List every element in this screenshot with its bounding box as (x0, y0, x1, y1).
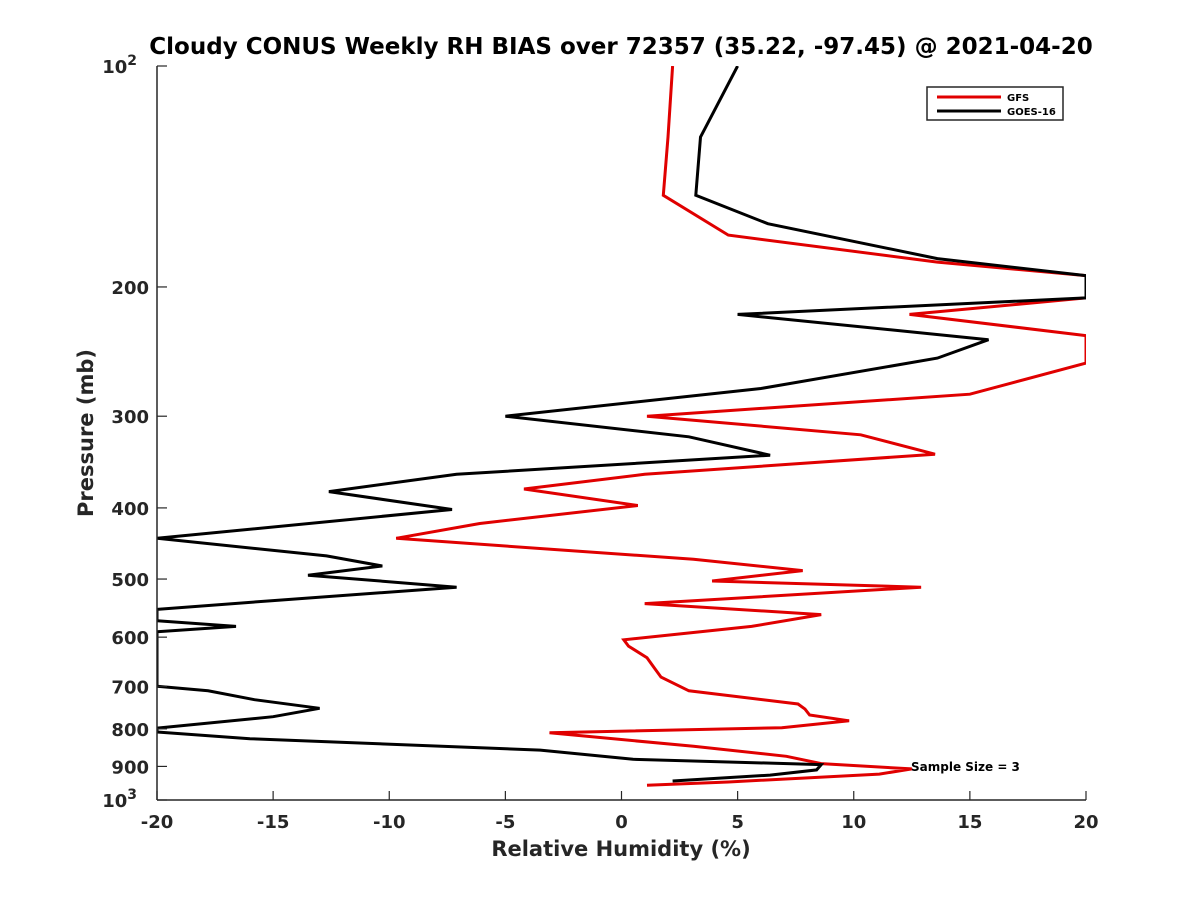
plot-background (157, 66, 1086, 800)
chart-title: Cloudy CONUS Weekly RH BIAS over 72357 (… (149, 34, 1092, 60)
x-tick-label: -20 (141, 812, 174, 833)
y-tick-label: 300 (111, 407, 149, 428)
ticks: -20 -15 -10 -5 0 5 10 15 20 102 200 300 400 500 600 700… (102, 53, 1098, 833)
x-tick-label: -10 (373, 812, 406, 833)
y-tick-label: 200 (111, 278, 149, 299)
x-tick-label: -15 (257, 812, 290, 833)
y-tick-label: 800 (111, 720, 149, 741)
y-tick-label: 600 (111, 628, 149, 649)
x-tick-label: 5 (731, 812, 744, 833)
series-line-goes-16 (157, 66, 1086, 783)
y-tick-label: 500 (111, 570, 149, 591)
series-layer (157, 66, 1086, 787)
y-tick-label: 400 (111, 499, 149, 520)
legend: GFS GOES-16 (926, 86, 1064, 121)
y-axis-label: Pressure (mb) (74, 349, 98, 517)
legend-box (926, 86, 1064, 121)
legend-label: GFS (1007, 93, 1029, 104)
x-tick-label: 0 (615, 812, 628, 833)
y-tick-label: 102 (102, 53, 137, 78)
y-tick-label: 700 (111, 677, 149, 698)
x-tick-label: 20 (1073, 812, 1098, 833)
y-tick-label: 900 (111, 757, 149, 778)
x-tick-label: 15 (957, 812, 982, 833)
x-tick-label: 10 (841, 812, 866, 833)
sample-size-annotation: Sample Size = 3 (911, 760, 1020, 774)
x-axis-label: Relative Humidity (%) (491, 837, 750, 861)
series-line-gfs (395, 66, 1086, 787)
legend-label: GOES-16 (1007, 107, 1056, 118)
y-tick-label: 103 (102, 787, 137, 812)
x-tick-label: -5 (495, 812, 515, 833)
